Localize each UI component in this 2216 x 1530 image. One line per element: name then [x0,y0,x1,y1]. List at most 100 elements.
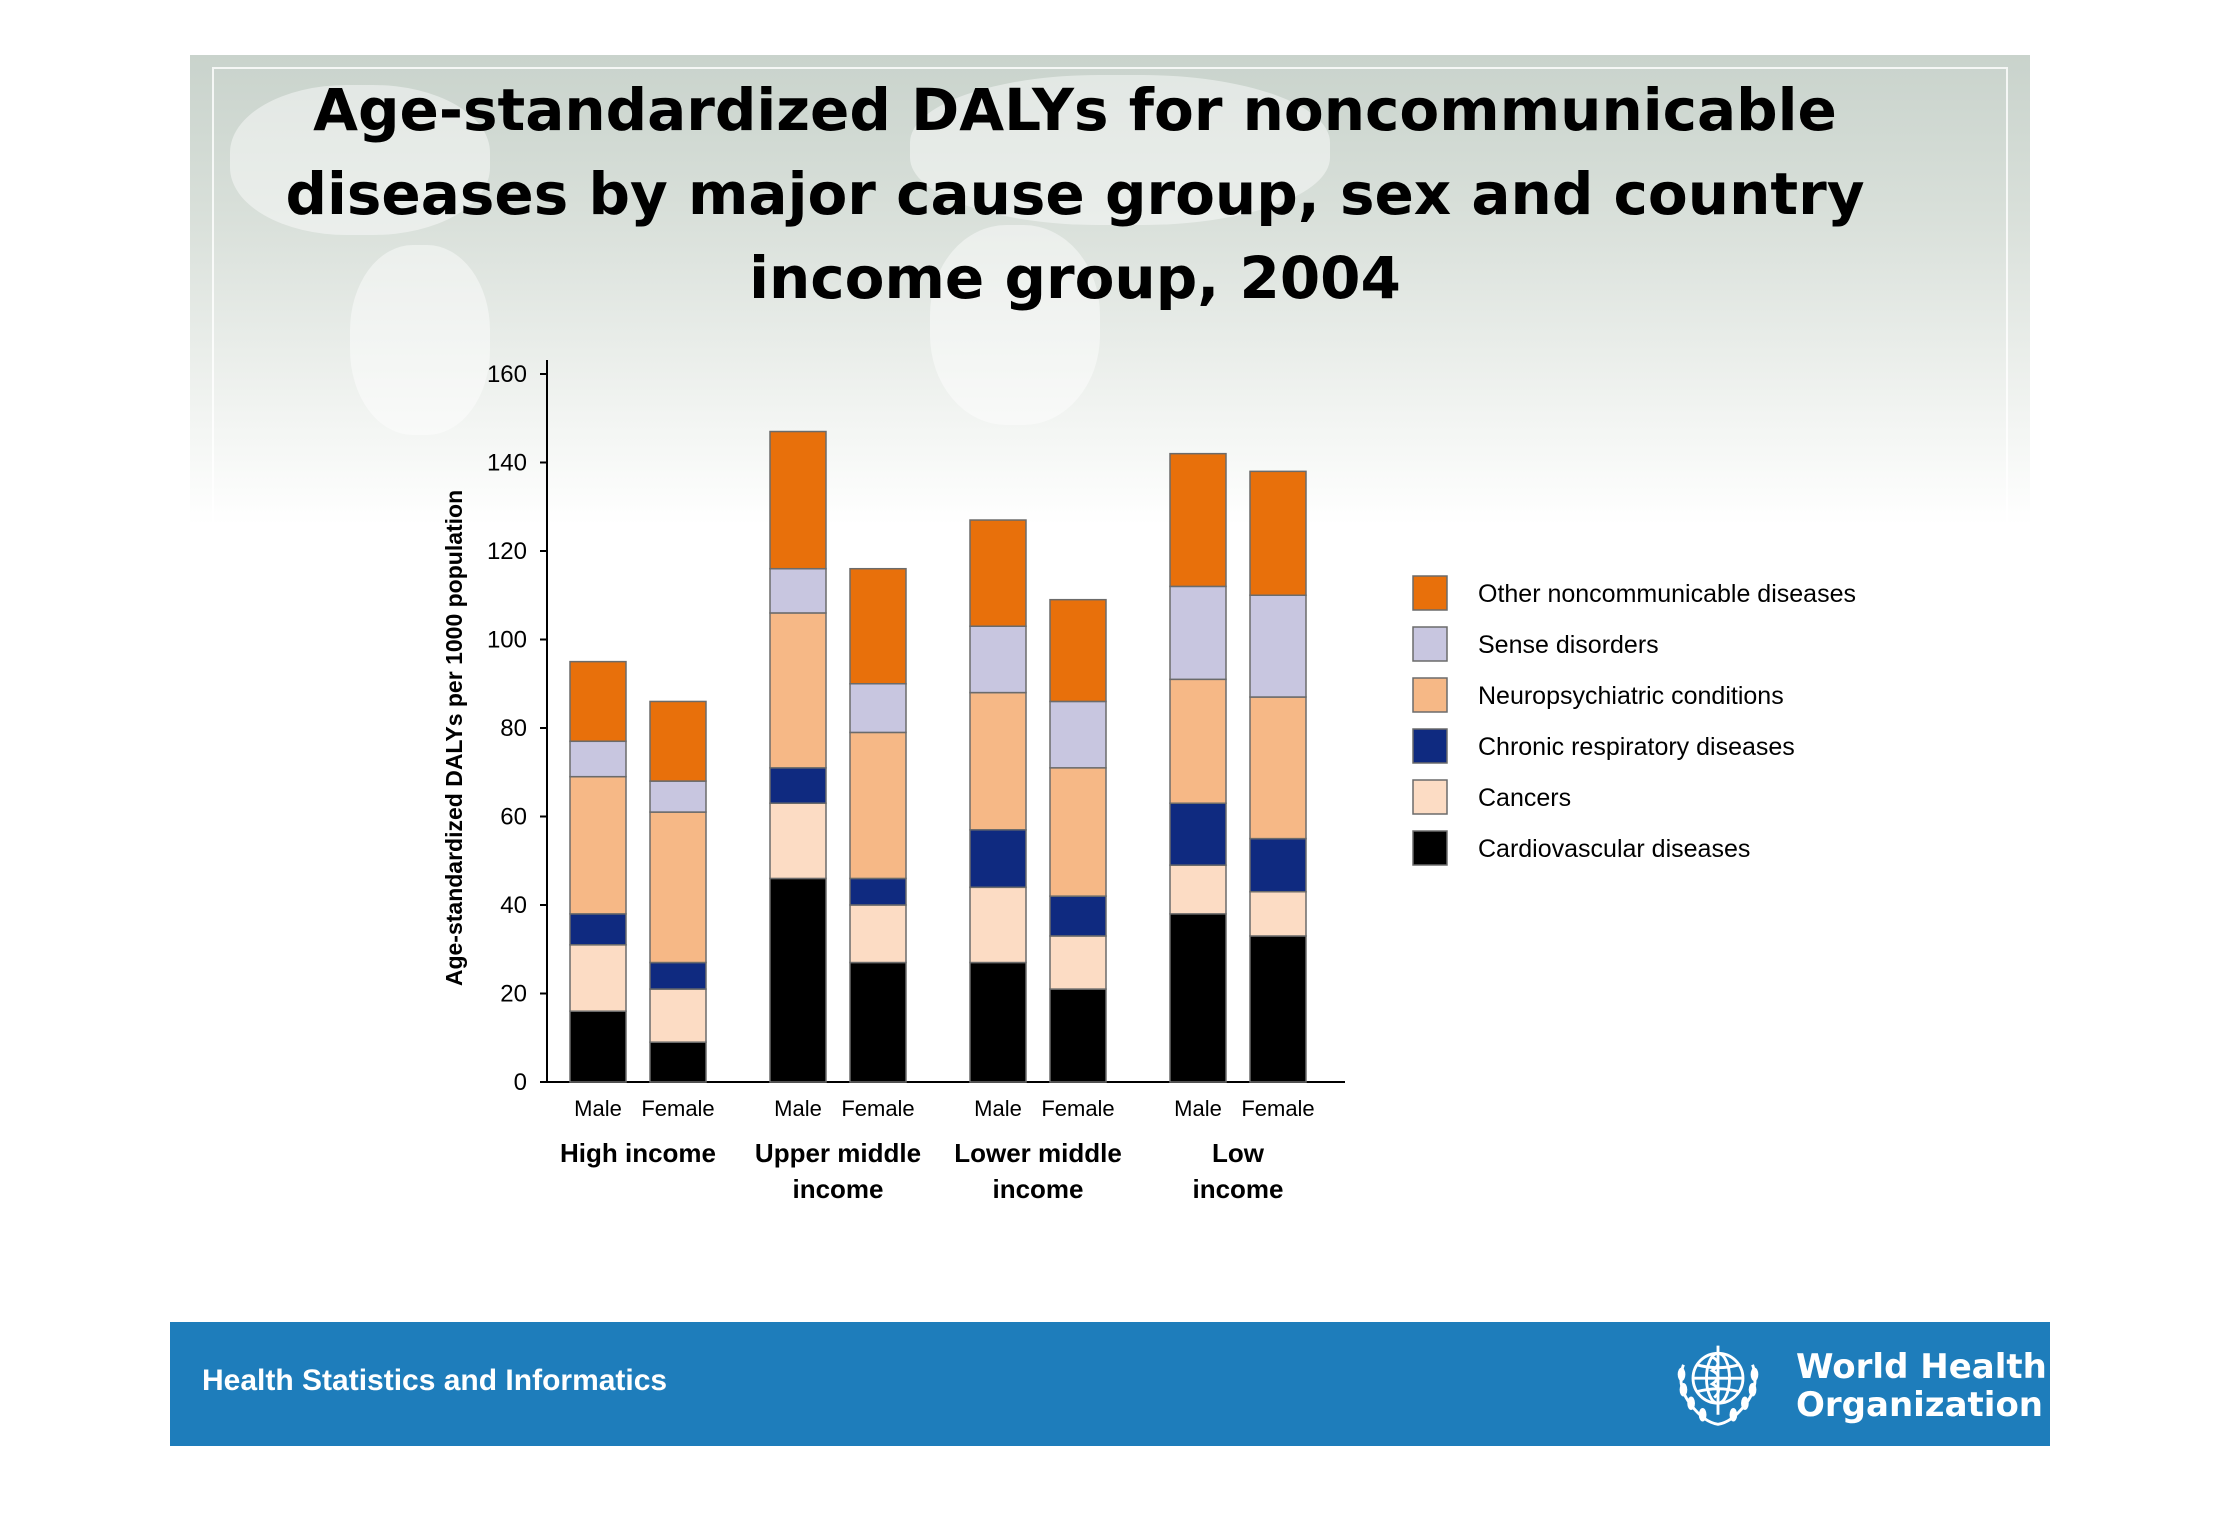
title-line: Age-standardized DALYs for noncommunicab… [313,76,1837,144]
bar-segment [649,961,707,990]
bar-segment [1049,988,1107,1083]
bar-segment [849,877,907,906]
group-label: Lower middle [954,1138,1122,1168]
x-tick-label: Male [574,1096,622,1121]
bar-segment [1249,935,1307,1083]
y-tick-label: 0 [514,1069,527,1096]
bar-segment [1249,594,1307,698]
bar-segment [969,691,1027,831]
organization-name-line: World Health [1796,1347,2047,1387]
legend-label: Cancers [1478,784,1571,812]
bar-segment [649,780,707,813]
bar-segment [769,802,827,880]
x-tick-label: Male [974,1096,1022,1121]
slide-frame [212,67,2008,525]
footer-bar: Health Statistics and Informatics World … [170,1322,2050,1446]
slide-title: Age-standardized DALYs for noncommunicab… [230,68,1920,320]
map-shape-americas [230,85,490,235]
group-label: Upper middle [755,1138,921,1168]
bar-segment [969,886,1027,964]
x-tick-label: Female [641,1096,714,1121]
legend-swatch [1412,830,1448,866]
legend-swatch [1412,575,1448,611]
bar-segment [769,567,827,614]
bar-segment [969,519,1027,627]
group-label: income [1192,1174,1283,1204]
group-label: income [992,1174,1083,1204]
bar-segment [1249,470,1307,597]
bar-segment [769,767,827,804]
map-shape-africa [930,225,1100,425]
bar-segment [1049,598,1107,703]
bar-segment [849,731,907,880]
bar-segment [1169,585,1227,681]
bar-segment [849,567,907,685]
organization-name-line: Organization [1796,1385,2044,1425]
bar-segment [849,904,907,964]
y-axis-title: Age-standardized DALYs per 1000 populati… [441,490,467,986]
legend-label: Chronic respiratory diseases [1478,733,1795,761]
bar-segment [969,829,1027,889]
bar-segment [1049,767,1107,897]
x-tick-label: Female [841,1096,914,1121]
who-emblem-icon [1677,1345,1759,1426]
bar-segment [569,1010,627,1083]
bar-segment [1049,935,1107,990]
bar-segment [1249,837,1307,893]
bar-segment [769,612,827,769]
bar-segment [769,877,827,1083]
bar-segment [649,1041,707,1083]
map-shape-south-america [350,245,490,435]
bar-segment [1049,700,1107,769]
bar-segment [1169,864,1227,915]
y-tick-label: 100 [487,627,527,654]
y-tick-label: 120 [487,538,527,565]
stacked-bar-chart: 0 20 40 60 80 100 120 140 160 Age-standardized DA… [441,360,1856,1204]
bar-segment [1169,802,1227,866]
group-label: income [792,1174,883,1204]
y-tick-label: 160 [487,361,527,388]
y-tick-label: 20 [500,981,527,1008]
map-shape-eurasia [910,75,1330,225]
x-tick-label: Female [1241,1096,1314,1121]
bar-segment [569,913,627,946]
bar-segment [849,961,907,1083]
bar-segment [849,683,907,734]
legend-label: Cardiovascular diseases [1478,835,1750,863]
bar-segment [569,740,627,778]
bar-segment [569,660,627,743]
legend-swatch [1412,779,1448,815]
legend-label: Other noncommunicable diseases [1478,580,1856,608]
bar-segment [649,988,707,1043]
y-tick-label: 60 [500,804,527,831]
title-line: income group, 2004 [749,244,1401,312]
bar-segment [649,811,707,964]
bar-segment [1249,890,1307,937]
bar-segment [769,430,827,570]
legend-swatch [1412,626,1448,662]
title-background [190,55,2030,525]
bar-segment [969,961,1027,1083]
legend-swatch [1412,677,1448,713]
y-tick-label: 80 [500,715,527,742]
group-label: Low [1212,1138,1265,1168]
x-tick-label: Female [1041,1096,1114,1121]
y-tick-label: 40 [500,892,527,919]
bar-segment [1169,678,1227,804]
group-label: High income [560,1138,716,1168]
bar-segment [1169,913,1227,1083]
bar-segment [569,944,627,1012]
bar-segment [649,700,707,782]
legend-swatch [1412,728,1448,764]
bar-segment [569,775,627,915]
title-line: diseases by major cause group, sex and c… [285,160,1865,228]
bar-segment [1169,452,1227,588]
legend-label: Sense disorders [1478,631,1659,659]
y-tick-label: 140 [487,450,527,477]
legend-label: Neuropsychiatric conditions [1478,682,1784,710]
footer-label: Health Statistics and Informatics [202,1364,668,1397]
organization-name: World Health Organization [1796,1348,2047,1424]
x-tick-label: Male [1174,1096,1222,1121]
bar-segment [969,625,1027,694]
bar-segment [1049,895,1107,937]
